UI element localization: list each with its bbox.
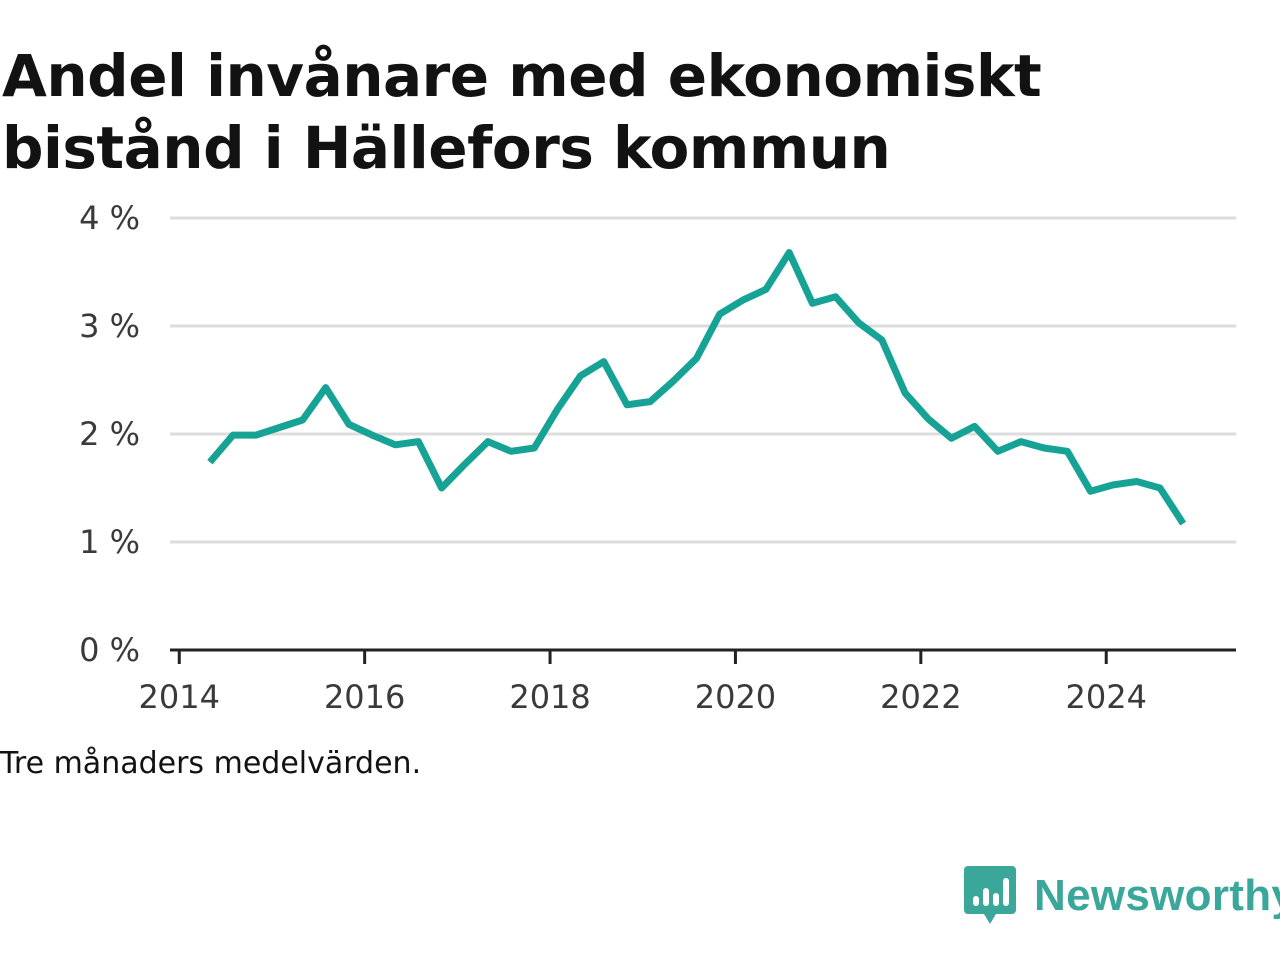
- chart-note: Tre månaders medelvärden.: [0, 746, 422, 781]
- newsworthy-logo-icon: [964, 866, 1016, 924]
- brand-name: Newsworthy: [1034, 871, 1280, 920]
- x-axis: [170, 648, 1236, 664]
- x-tick-label: 2022: [880, 678, 961, 716]
- brand-logo: Newsworthy: [964, 864, 1280, 928]
- y-tick-label: 3 %: [79, 307, 140, 345]
- data-line: [207, 249, 1187, 526]
- x-tick-label: 2018: [509, 678, 590, 716]
- x-tick-label: 2020: [695, 678, 776, 716]
- y-tick-label: 1 %: [79, 523, 140, 561]
- tick-labels: 0 % 1 % 2 % 3 % 4 % 2014 2016 2018 2020 2022 2024: [79, 199, 1147, 716]
- x-tick-label: 2016: [324, 678, 405, 716]
- series-layer: [207, 249, 1187, 526]
- chart-title: Andel invånare med ekonomiskt bistånd i …: [2, 42, 1042, 182]
- y-tick-label: 0 %: [79, 631, 140, 669]
- x-tick-label: 2024: [1066, 678, 1147, 716]
- gridlines: [170, 216, 1236, 544]
- y-tick-label: 2 %: [79, 415, 140, 453]
- y-tick-label: 4 %: [79, 199, 140, 237]
- x-tick-label: 2014: [139, 678, 220, 716]
